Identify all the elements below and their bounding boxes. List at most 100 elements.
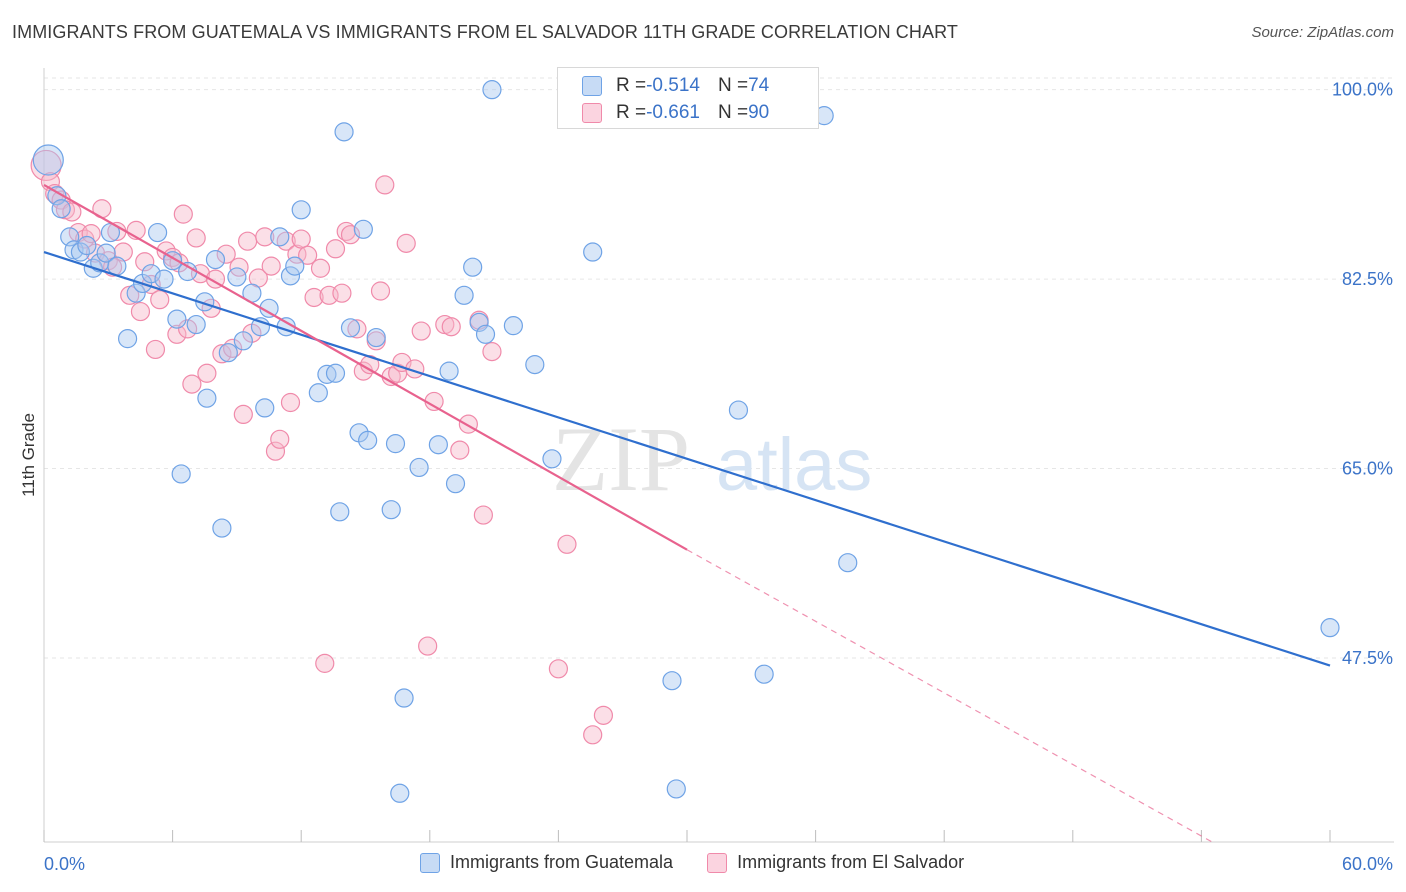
stats-row-el-salvador: R = -0.661 N = 90	[582, 100, 769, 126]
guatemala-point	[754, 664, 774, 684]
guatemala-point	[728, 400, 749, 420]
guatemala-point	[233, 331, 253, 351]
stats-box: R = -0.514 N = 74 R = -0.661 N = 90	[557, 67, 819, 129]
el-salvador-point	[167, 324, 187, 344]
el-salvador-point	[130, 301, 151, 322]
stats-n-label: N =	[717, 102, 749, 123]
el-salvador-point	[238, 231, 258, 251]
axis-labels: 47.5% 65.0% 82.5% 100.0% 0.0% 60.0% 11th Grade	[19, 80, 1393, 874]
axes	[43, 68, 1394, 843]
guatemala-point	[117, 329, 138, 349]
el-salvador-point	[315, 653, 335, 673]
el-salvador-point	[178, 319, 198, 339]
el-salvador-point	[370, 281, 391, 301]
guatemala-point	[325, 363, 346, 383]
el-salvador-point	[557, 534, 577, 554]
guatemala-point	[353, 219, 373, 239]
guatemala-point	[126, 283, 146, 303]
guatemala-point	[503, 316, 523, 336]
guatemala-point	[583, 242, 603, 262]
series-el-salvador-points	[30, 149, 614, 745]
el-salvador-point	[347, 319, 367, 339]
el-salvador-point	[216, 244, 236, 264]
guatemala-point	[212, 518, 232, 538]
guatemala-point	[51, 199, 71, 219]
guatemala-point	[154, 269, 174, 289]
guatemala-point	[463, 257, 483, 277]
el-salvador-point	[310, 258, 331, 278]
el-salvador-point	[135, 252, 155, 272]
stats-n-value: 74	[748, 75, 770, 96]
chart-title: IMMIGRANTS FROM GUATEMALA VS IMMIGRANTS …	[12, 22, 958, 42]
guatemala-point	[291, 200, 311, 220]
el-salvador-point	[332, 283, 352, 303]
el-salvador-point	[396, 233, 416, 253]
guatemala-point	[390, 783, 410, 803]
stats-n-label: N =	[717, 75, 749, 96]
stats-n-value: 90	[748, 102, 770, 123]
guatemala-point	[525, 355, 545, 375]
stats-r-value: -0.661	[646, 102, 700, 123]
x-tick-label-min: 0.0%	[44, 854, 85, 874]
y-tick-label: 82.5%	[1342, 269, 1393, 289]
guatemala-point	[662, 671, 682, 691]
legend-swatch-guatemala	[420, 852, 440, 873]
el-salvador-point	[212, 344, 232, 364]
guatemala-point	[330, 502, 350, 522]
el-salvador-point	[482, 342, 502, 362]
el-salvador-point	[287, 244, 307, 264]
guatemala-point	[32, 144, 64, 176]
el-salvador-point	[280, 392, 301, 413]
trend-line-el-salvador-extension	[686, 549, 1213, 843]
guatemala-point	[394, 688, 414, 708]
el-salvador-point	[145, 339, 166, 360]
watermark: ZIP atlas	[552, 408, 872, 510]
guatemala-point	[340, 318, 361, 338]
guatemala-point	[186, 314, 206, 335]
y-tick-label: 65.0%	[1342, 459, 1393, 479]
trend-line-guatemala	[43, 250, 1331, 667]
guatemala-point	[334, 122, 354, 142]
el-salvador-point	[583, 725, 603, 745]
el-salvador-point	[62, 202, 82, 222]
legend-item-guatemala: Immigrants from Guatemala	[420, 852, 673, 873]
guatemala-point	[439, 361, 459, 381]
el-salvador-point	[265, 441, 286, 461]
guatemala-point	[171, 464, 191, 484]
el-salvador-point	[375, 175, 395, 195]
legend-item-el-salvador: Immigrants from El Salvador	[707, 852, 964, 873]
el-salvador-point	[548, 659, 569, 679]
guatemala-point	[197, 388, 217, 408]
el-salvador-point	[418, 636, 438, 656]
guatemala-point	[666, 779, 686, 799]
y-tick-label: 100.0%	[1332, 80, 1393, 100]
guatemala-point	[167, 309, 187, 329]
stats-r-value: -0.514	[646, 75, 700, 96]
trend-line-el-salvador	[43, 183, 688, 551]
guatemala-point	[96, 243, 116, 263]
watermark-zip: ZIP	[552, 408, 690, 510]
source-note: Source: ZipAtlas.com	[1251, 24, 1394, 41]
guatemala-point	[255, 398, 275, 418]
guatemala-point	[482, 80, 502, 100]
guatemala-point	[381, 500, 401, 520]
guatemala-point	[366, 327, 386, 348]
guatemala-point	[77, 235, 97, 256]
el-salvador-point	[473, 505, 493, 525]
y-tick-label: 47.5%	[1342, 648, 1393, 668]
guatemala-point	[475, 324, 496, 344]
stats-swatch-el-salvador	[582, 103, 602, 123]
stats-r-label: R =	[616, 102, 647, 123]
stats-row-guatemala: R = -0.514 N = 74	[582, 73, 769, 99]
el-salvador-point	[255, 227, 275, 247]
gridlines	[44, 77, 1394, 659]
el-salvador-point	[593, 705, 614, 725]
guatemala-point	[227, 267, 247, 287]
el-salvador-point	[304, 287, 324, 308]
el-salvador-point	[261, 256, 281, 276]
guatemala-point	[205, 250, 226, 270]
guatemala-point	[838, 553, 858, 573]
y-axis-title: 11th Grade	[19, 413, 38, 497]
guatemala-point	[285, 256, 305, 276]
guatemala-point	[218, 343, 238, 363]
